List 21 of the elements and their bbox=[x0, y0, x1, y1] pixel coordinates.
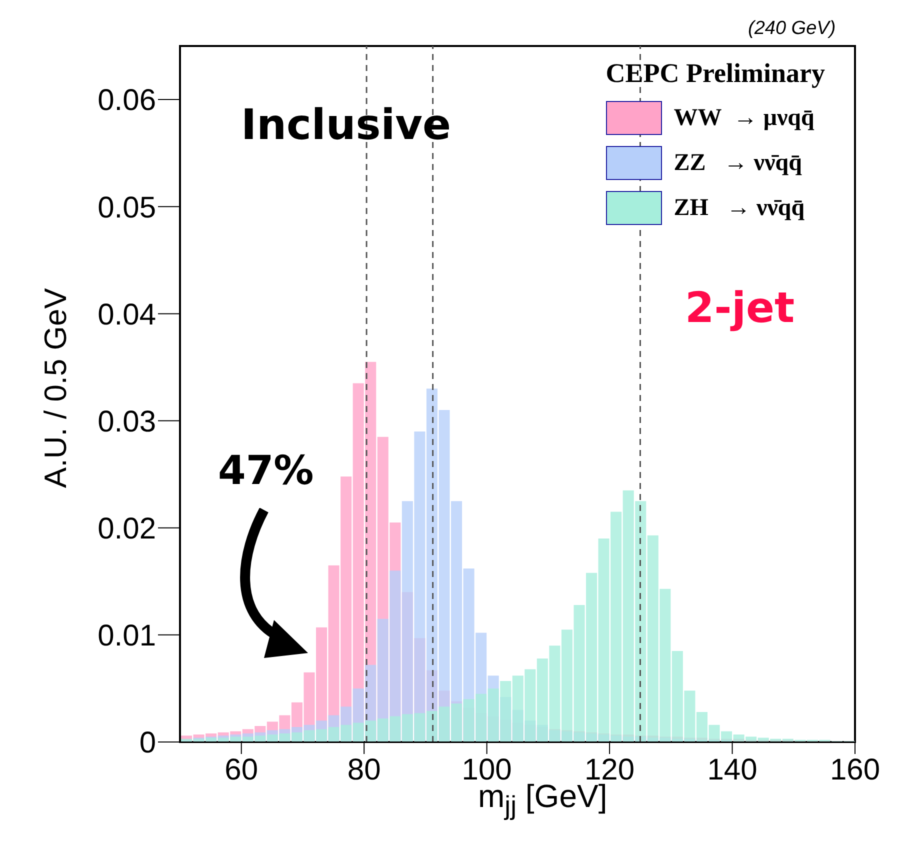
y-tick-label: 0 bbox=[139, 726, 156, 760]
y-tick-label: 0.02 bbox=[98, 512, 156, 546]
legend-label: ZH → νν̄qq̄ bbox=[674, 194, 805, 222]
annotation: 2-jet bbox=[685, 283, 795, 332]
y-tick-label: 0.06 bbox=[98, 84, 156, 118]
y-tick-label: 0.05 bbox=[98, 191, 156, 224]
x-tick-label: 100 bbox=[462, 753, 512, 786]
y-tick-label: 0.04 bbox=[98, 298, 156, 332]
legend-label: WW → μνqq̄ bbox=[674, 104, 814, 132]
x-tick-label: 140 bbox=[707, 753, 758, 786]
annotation: Inclusive bbox=[241, 100, 451, 149]
text: (240 GeV) bbox=[748, 18, 836, 40]
x-tick-label: 160 bbox=[830, 753, 880, 786]
y-axis-title: A.U. / 0.5 GeV bbox=[38, 288, 74, 488]
y-tick-label: 0.03 bbox=[98, 405, 156, 438]
y-tick-label: 0.01 bbox=[98, 620, 156, 653]
annotation: 47% bbox=[218, 448, 314, 494]
x-tick-label: 80 bbox=[347, 753, 381, 786]
legend-title: CEPC Preliminary bbox=[606, 58, 825, 89]
legend-label: ZZ → νν̄qq̄ bbox=[674, 150, 802, 176]
x-tick-label: 60 bbox=[224, 753, 258, 786]
